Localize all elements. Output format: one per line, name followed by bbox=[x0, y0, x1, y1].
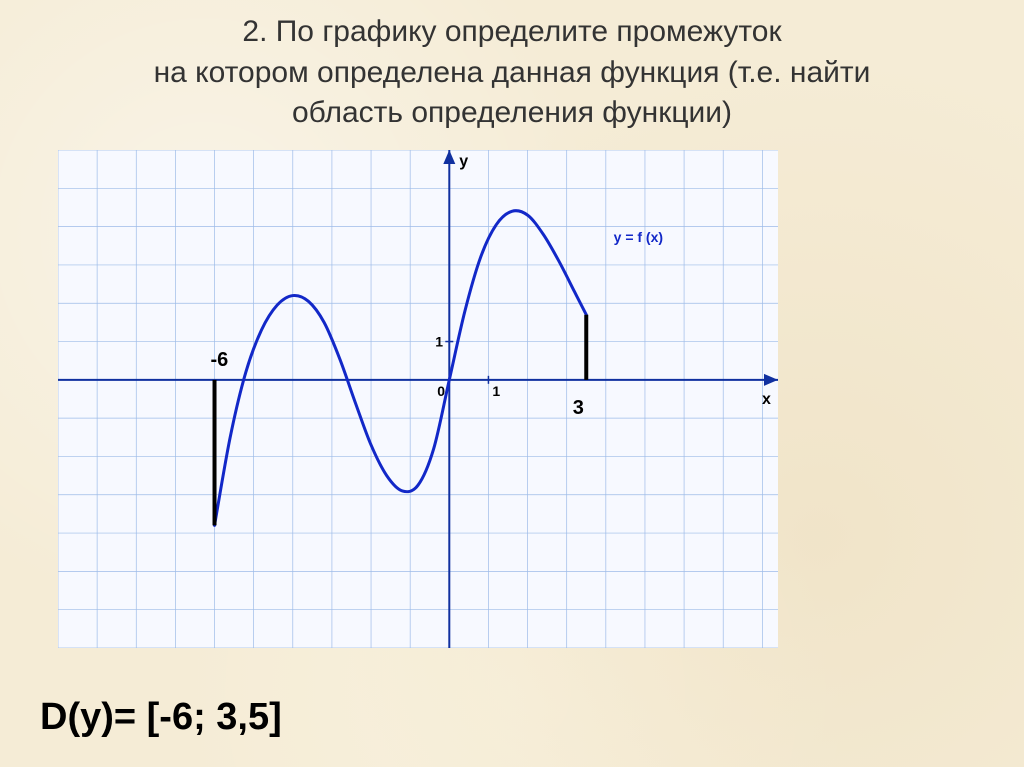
svg-text:1: 1 bbox=[435, 334, 443, 350]
svg-text:3: 3 bbox=[573, 397, 584, 419]
svg-text:у: у bbox=[459, 153, 468, 170]
svg-text:1: 1 bbox=[492, 383, 500, 399]
svg-text:0: 0 bbox=[437, 383, 445, 399]
title-line-3: область определения функции) bbox=[292, 96, 732, 129]
svg-text:y = f (x): y = f (x) bbox=[614, 229, 663, 245]
svg-text:-6: -6 bbox=[211, 349, 229, 371]
question-title: 2. По графику определите промежуток на к… bbox=[0, 0, 1024, 142]
title-line-1: 2. По графику определите промежуток bbox=[242, 15, 781, 48]
svg-text:x: x bbox=[762, 391, 771, 408]
answer-text: D(y)= [-6; 3,5] bbox=[40, 696, 282, 739]
title-line-2: на котором определена данная функция (т.… bbox=[154, 56, 871, 89]
function-chart: 0 1 1 x у -6 3 y = f (x) bbox=[58, 150, 778, 648]
